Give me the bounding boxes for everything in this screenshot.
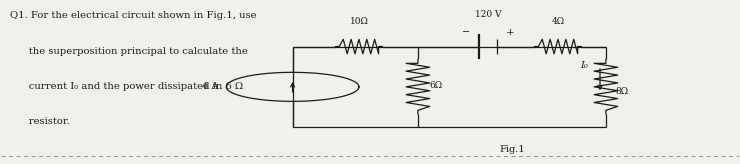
Text: I₀: I₀ (579, 61, 588, 70)
Text: 6Ω: 6Ω (429, 81, 442, 90)
Text: Fig.1: Fig.1 (499, 145, 525, 154)
Text: 4 A: 4 A (203, 82, 219, 91)
Text: 8Ω: 8Ω (616, 87, 628, 96)
Text: −: − (462, 28, 470, 37)
Text: the superposition principal to calculate the: the superposition principal to calculate… (10, 47, 248, 56)
Text: 10Ω: 10Ω (349, 17, 369, 26)
Text: 120 V: 120 V (474, 10, 501, 19)
Text: +: + (505, 28, 514, 37)
Text: current I₀ and the power dissipated in 6 Ω: current I₀ and the power dissipated in 6… (10, 82, 243, 91)
Text: Q1. For the electrical circuit shown in Fig.1, use: Q1. For the electrical circuit shown in … (10, 11, 257, 20)
Text: 4Ω: 4Ω (551, 17, 565, 26)
Text: resistor.: resistor. (10, 117, 70, 126)
